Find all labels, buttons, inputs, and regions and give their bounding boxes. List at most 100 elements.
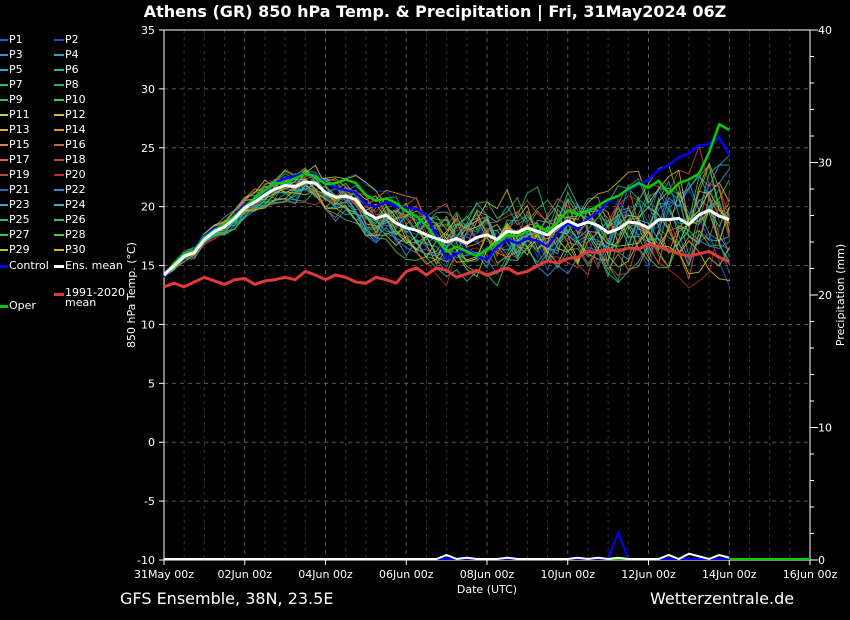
- legend-item-p1: P1: [0, 34, 23, 45]
- legend-swatch: [0, 219, 8, 221]
- legend-item-control: Control: [0, 260, 49, 271]
- legend-item-p27: P27: [0, 229, 30, 240]
- x-tick-label: 12Jun 00z: [621, 568, 676, 581]
- legend-item-p5: P5: [0, 64, 23, 75]
- oper-line: [163, 122, 730, 277]
- x-tick-label: 06Jun 00z: [379, 568, 434, 581]
- legend-swatch: [54, 114, 64, 116]
- legend-item-ens-mean: Ens. mean: [54, 260, 123, 271]
- legend-item-p3: P3: [0, 49, 23, 60]
- legend-swatch: [0, 129, 8, 131]
- y-tick-label: 25: [141, 142, 155, 155]
- legend-swatch: [54, 189, 64, 191]
- y-tick-label: 10: [141, 318, 155, 331]
- legend-label: P6: [65, 63, 79, 76]
- legend-label: P28: [65, 228, 86, 241]
- legend-item-p9: P9: [0, 94, 23, 105]
- legend-item-p15: P15: [0, 139, 30, 150]
- legend-label: P25: [9, 213, 30, 226]
- legend-swatch: [54, 219, 64, 221]
- legend-label: P9: [9, 93, 23, 106]
- legend-swatch: [54, 144, 64, 146]
- legend-swatch: [0, 99, 8, 101]
- legend-label: Ens. mean: [65, 259, 123, 272]
- legend-item-climate-mean: 1991-2020 mean: [54, 286, 125, 309]
- legend-item-p28: P28: [54, 229, 86, 240]
- legend-swatch: [54, 249, 64, 251]
- legend-swatch: [0, 304, 8, 308]
- legend-label: P11: [9, 108, 30, 121]
- legend-swatch: [54, 54, 64, 56]
- legend-item-p14: P14: [54, 124, 86, 135]
- legend-label: P21: [9, 183, 30, 196]
- legend-swatch: [54, 234, 64, 236]
- legend-label: P23: [9, 198, 30, 211]
- legend-swatch: [0, 204, 8, 206]
- legend-label: P26: [65, 213, 86, 226]
- footer-source: GFS Ensemble, 38N, 23.5E: [120, 589, 334, 608]
- legend-item-p6: P6: [54, 64, 79, 75]
- legend-item-p8: P8: [54, 79, 79, 90]
- legend-label: P7: [9, 78, 23, 91]
- x-axis-label: Date (UTC): [457, 583, 517, 596]
- legend-swatch: [54, 292, 64, 296]
- legend-swatch: [54, 264, 64, 268]
- legend-item-p16: P16: [54, 139, 86, 150]
- legend-label: P2: [65, 33, 79, 46]
- legend-swatch: [54, 174, 64, 176]
- legend-swatch: [54, 159, 64, 161]
- x-tick-label: 31May 00z: [134, 568, 194, 581]
- legend-label: P3: [9, 48, 23, 61]
- legend-item-p22: P22: [54, 184, 86, 195]
- y-axis-label: 850 hPa Temp. (°C): [125, 242, 138, 348]
- legend-label: 1991-2020 mean: [65, 286, 125, 309]
- member-line-p11: [163, 164, 730, 277]
- legend-item-p21: P21: [0, 184, 30, 195]
- legend-label: P8: [65, 78, 79, 91]
- legend-swatch: [0, 264, 8, 268]
- legend-label: P5: [9, 63, 23, 76]
- legend-item-p18: P18: [54, 154, 86, 165]
- legend-item-p25: P25: [0, 214, 30, 225]
- y2-axis-label: Precipitation (mm): [834, 244, 847, 346]
- legend-swatch: [54, 129, 64, 131]
- legend-label: P12: [65, 108, 86, 121]
- climate-mean-line: [163, 242, 730, 289]
- legend-item-p20: P20: [54, 169, 86, 180]
- legend-label: P27: [9, 228, 30, 241]
- legend-swatch: [0, 39, 8, 41]
- legend-label: Oper: [9, 299, 36, 312]
- y-tick-label: 30: [141, 83, 155, 96]
- legend-label: P19: [9, 168, 30, 181]
- x-tick-label: 14Jun 00z: [702, 568, 757, 581]
- precip-line-ens-mean: [164, 552, 730, 561]
- x-tick-label: 04Jun 00z: [298, 568, 353, 581]
- x-tick-label: 16Jun 00z: [783, 568, 838, 581]
- legend-swatch: [0, 159, 8, 161]
- y-tick-label: 0: [148, 436, 155, 449]
- y-tick-label: 5: [148, 377, 155, 390]
- legend-label: P30: [65, 243, 86, 256]
- member-line-p16: [163, 178, 730, 281]
- legend-swatch: [54, 99, 64, 101]
- x-tick-label: 10Jun 00z: [541, 568, 596, 581]
- y2-tick-label: 10: [818, 422, 832, 435]
- legend-label: P20: [65, 168, 86, 181]
- y2-tick-label: 20: [818, 289, 832, 302]
- legend-swatch: [0, 249, 8, 251]
- legend-item-p29: P29: [0, 244, 30, 255]
- y-tick-label: 15: [141, 260, 155, 273]
- legend-swatch: [0, 54, 8, 56]
- legend-item-p10: P10: [54, 94, 86, 105]
- legend-label: P16: [65, 138, 86, 151]
- legend-label: P15: [9, 138, 30, 151]
- ens-mean-line: [162, 180, 730, 277]
- legend-item-p4: P4: [54, 49, 79, 60]
- footer-site: Wetterzentrale.de: [650, 589, 795, 608]
- chart-title: Athens (GR) 850 hPa Temp. & Precipitatio…: [143, 2, 727, 21]
- y-tick-label: -10: [137, 554, 155, 567]
- legend-swatch: [0, 84, 8, 86]
- legend-swatch: [0, 234, 8, 236]
- legend-item-p17: P17: [0, 154, 30, 165]
